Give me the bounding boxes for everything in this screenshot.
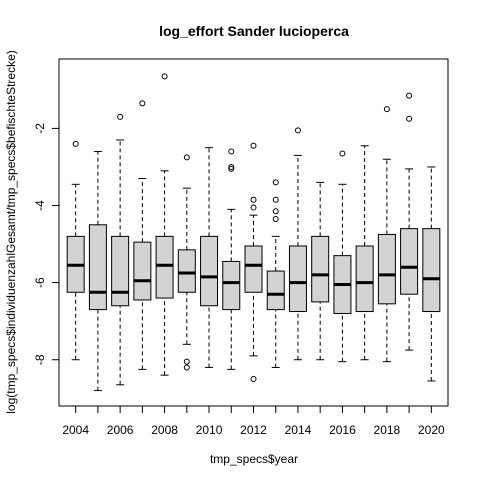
box-iqr: [133, 241, 152, 301]
box-iqr: [288, 245, 307, 313]
box-iqr: [400, 228, 419, 295]
box-iqr: [244, 245, 263, 293]
y-axis: -8 -6 -4 -2: [33, 123, 60, 365]
x-tick-label: 2010: [196, 423, 223, 437]
box-group-2014: [288, 127, 307, 361]
box-group-2005: [88, 151, 107, 392]
x-tick-label: 2004: [62, 423, 89, 437]
x-tick-label: 2008: [151, 423, 178, 437]
outlier-point: [183, 364, 190, 371]
outlier-point: [250, 204, 257, 211]
outlier-point: [272, 196, 279, 203]
box-iqr: [355, 245, 374, 313]
outlier-point: [250, 142, 257, 149]
outlier-point: [117, 113, 124, 120]
y-axis-label: log(tmp_specs$individuenzahlGesamt/tmp_s…: [4, 50, 18, 414]
outlier-point: [250, 376, 257, 383]
x-axis: 2004 2006 2008 2010 2012 2014 2016 2018 2020: [62, 405, 445, 437]
chart-title: log_effort Sander lucioperca: [159, 23, 349, 39]
y-tick-label: -2: [33, 123, 47, 134]
box-group-2009: [177, 154, 196, 371]
y-tick-label: -4: [33, 200, 47, 211]
box-iqr: [88, 224, 107, 311]
box-iqr: [311, 235, 330, 303]
outlier-point: [339, 150, 346, 157]
outlier-point: [228, 163, 235, 170]
box-group-2007: [133, 100, 152, 370]
outlier-point: [406, 92, 413, 99]
box-group-2011: [222, 148, 241, 370]
box-iqr: [111, 235, 130, 307]
outlier-point: [272, 216, 279, 223]
box-iqr: [377, 233, 396, 305]
outlier-point: [383, 106, 390, 113]
box-group-2019: [400, 92, 419, 351]
box-group-2013: [266, 179, 285, 368]
x-axis-label: tmp_specs$year: [210, 452, 298, 466]
y-tick-label: -6: [33, 277, 47, 288]
boxes-layer: [66, 73, 441, 392]
x-tick-label: 2012: [240, 423, 267, 437]
x-tick-label: 2014: [285, 423, 312, 437]
box-group-2008: [155, 73, 174, 376]
box-group-2010: [200, 147, 219, 368]
box-group-2012: [244, 142, 263, 383]
x-tick-label: 2016: [329, 423, 356, 437]
box-iqr: [266, 270, 285, 311]
box-iqr: [200, 235, 219, 307]
box-iqr: [177, 249, 196, 293]
box-iqr: [222, 260, 241, 311]
outlier-point: [228, 165, 235, 172]
outlier-point: [161, 73, 168, 80]
outlier-point: [183, 358, 190, 365]
outlier-point: [272, 179, 279, 186]
x-tick-label: 2018: [374, 423, 401, 437]
outlier-point: [139, 100, 146, 107]
box-group-2017: [355, 145, 374, 361]
box-group-2016: [333, 150, 352, 363]
outlier-point: [294, 127, 301, 134]
outlier-point: [183, 154, 190, 161]
box-group-2018: [377, 106, 396, 363]
y-tick-label: -8: [33, 354, 47, 365]
box-iqr: [422, 228, 441, 313]
outlier-point: [228, 148, 235, 155]
x-tick-label: 2006: [107, 423, 134, 437]
box-group-2006: [111, 113, 130, 386]
outlier-point: [72, 140, 79, 147]
box-group-2004: [66, 140, 85, 361]
x-tick-label: 2020: [418, 423, 445, 437]
box-group-2015: [311, 181, 330, 361]
box-iqr: [155, 235, 174, 299]
outlier-point: [406, 115, 413, 122]
box-group-2020: [422, 166, 441, 382]
outlier-point: [250, 196, 257, 203]
outlier-point: [272, 208, 279, 215]
